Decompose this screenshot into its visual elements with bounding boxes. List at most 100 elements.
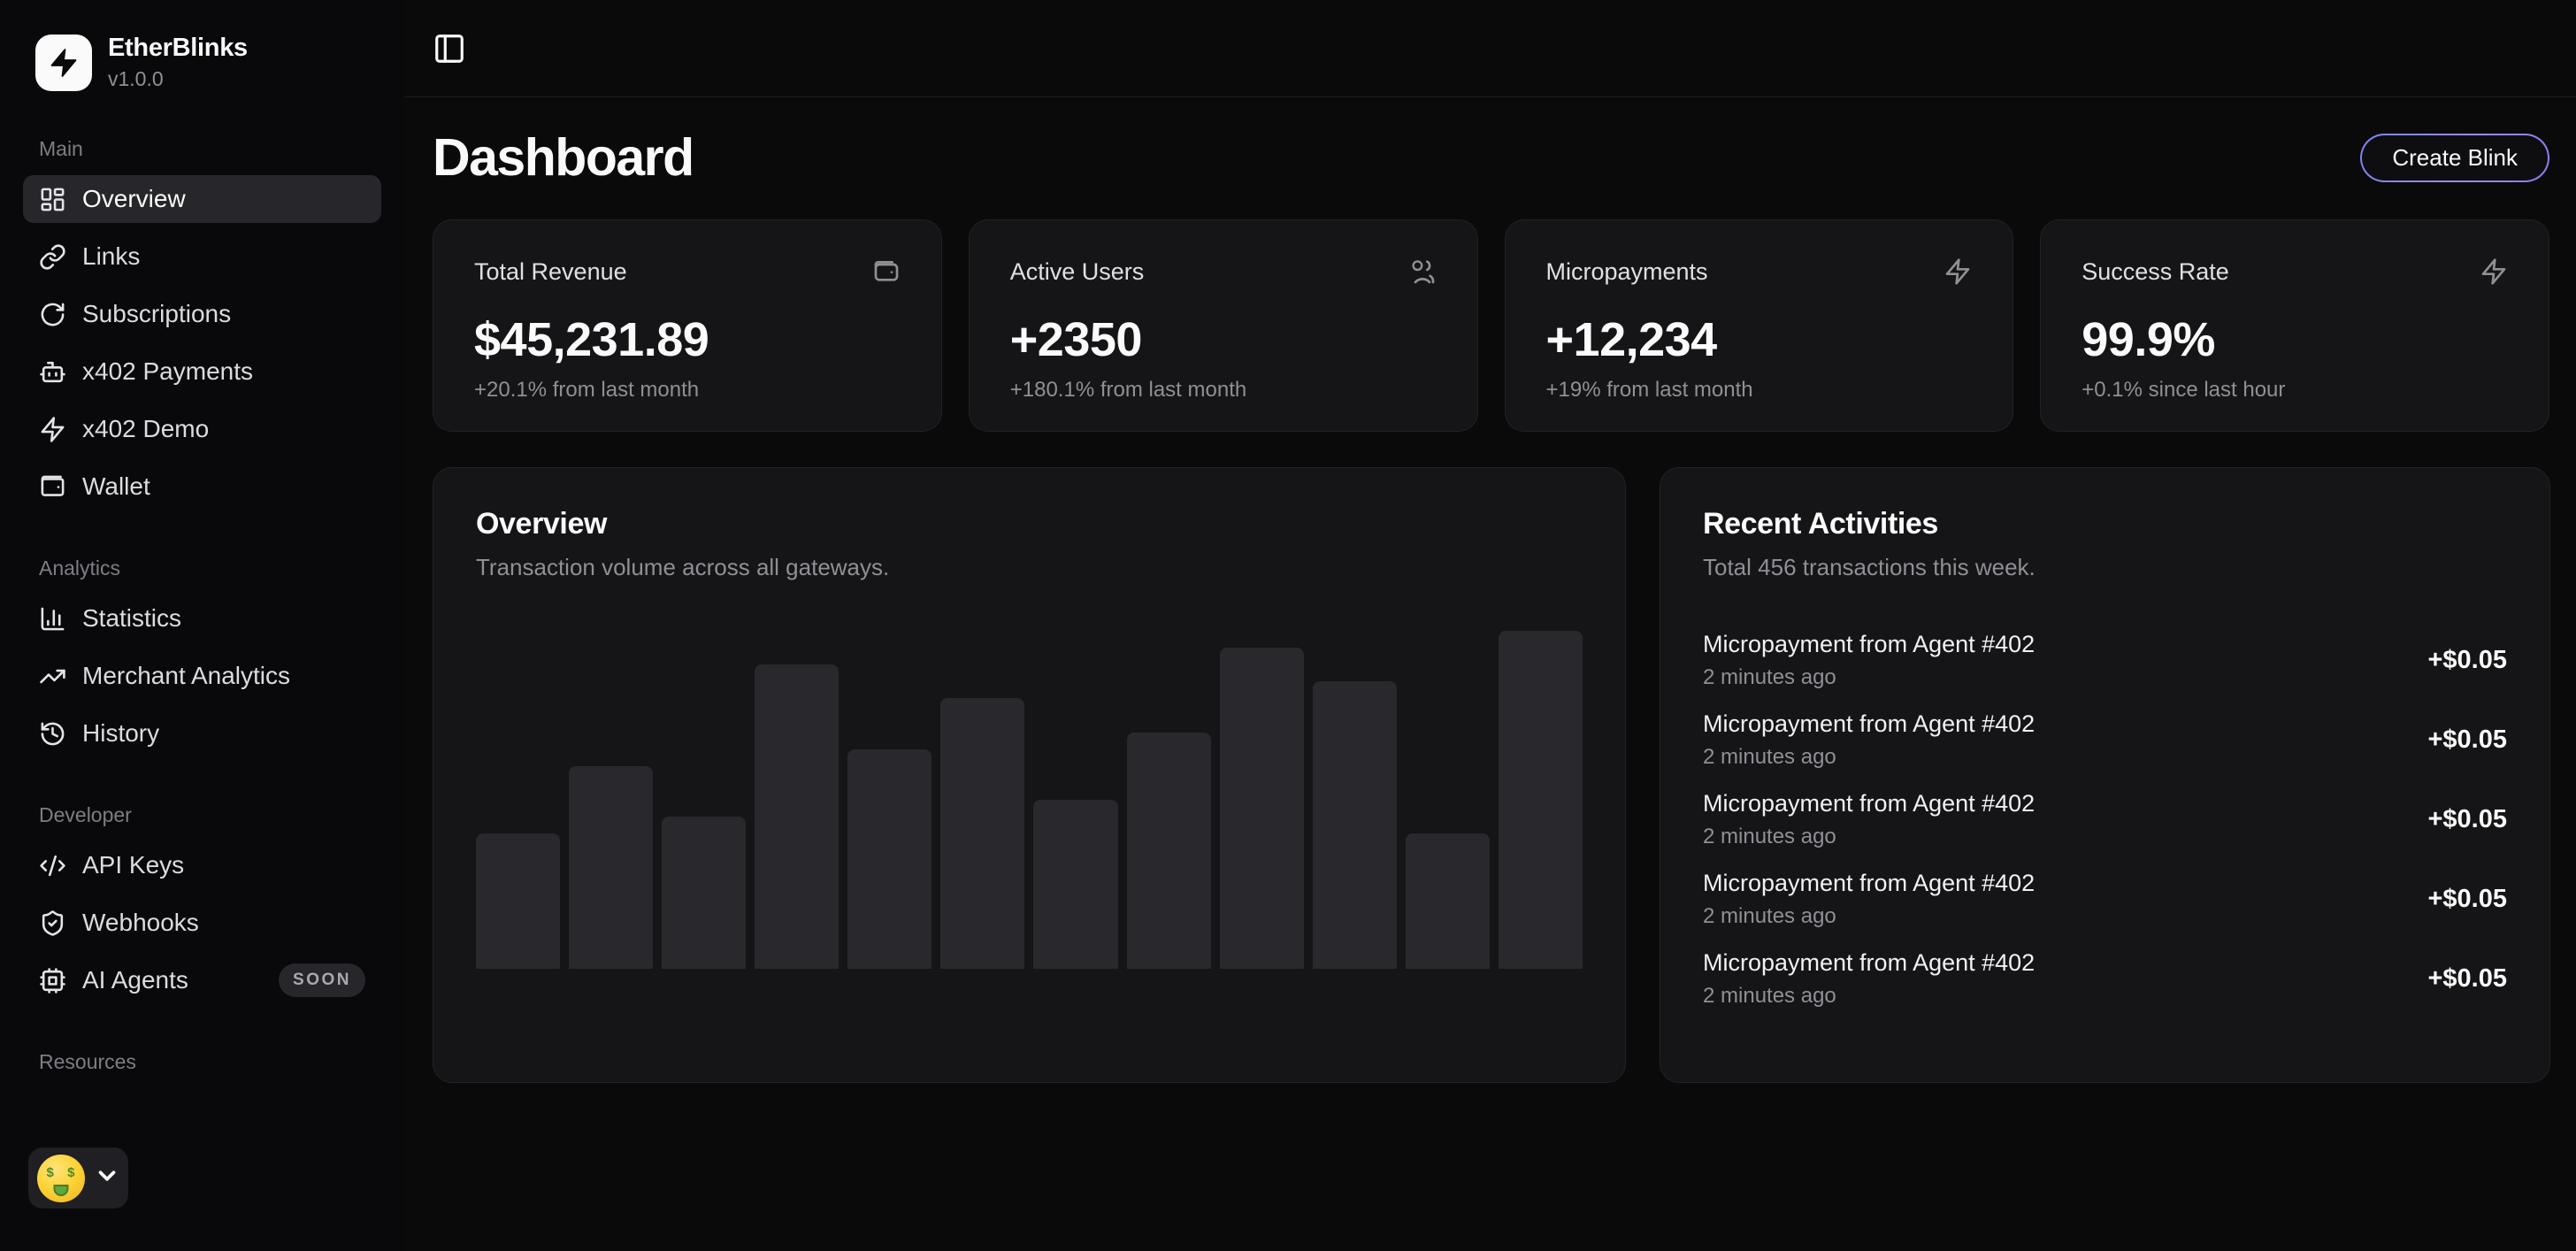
chart-bar bbox=[755, 664, 840, 969]
chart-bar bbox=[1219, 648, 1304, 969]
overview-card-subtitle: Transaction volume across all gateways. bbox=[476, 554, 890, 580]
activity-amount: +$0.05 bbox=[2427, 725, 2507, 754]
nav-list-analytics: Statistics Merchant Analytics History bbox=[23, 595, 381, 757]
stat-value: +12,234 bbox=[1545, 313, 1718, 366]
stat-change: +0.1% since last hour bbox=[2082, 378, 2286, 402]
activity-title: Micropayment from Agent #402 bbox=[1703, 710, 2036, 737]
sidebar-item-x402-demo[interactable]: x402 Demo bbox=[23, 405, 381, 453]
sidebar-item-api-keys[interactable]: API Keys bbox=[23, 841, 381, 889]
history-icon bbox=[41, 722, 65, 745]
money-mouth-face-avatar: $ $ bbox=[36, 1154, 85, 1202]
activity-time: 2 minutes ago bbox=[1703, 903, 1836, 928]
shield-check-icon bbox=[42, 909, 64, 936]
sidebar-item-x402-payments[interactable]: x402 Payments bbox=[23, 348, 381, 395]
activity-title: Micropayment from Agent #402 bbox=[1703, 630, 2036, 657]
sidebar-item-statistics[interactable]: Statistics bbox=[23, 595, 381, 642]
overview-chart-card: Overview Transaction volume across all g… bbox=[433, 467, 1626, 1083]
sidebar-nav: Main Overview Links Subscriptions x402 Payme… bbox=[23, 91, 381, 1088]
topbar bbox=[404, 0, 2576, 97]
stat-title: Total Revenue bbox=[474, 257, 627, 285]
sidebar-item-label: Links bbox=[82, 242, 141, 270]
sidebar-item-merchant-analytics[interactable]: Merchant Analytics bbox=[23, 652, 381, 700]
wallet-icon bbox=[41, 475, 65, 496]
sidebar-item-overview[interactable]: Overview bbox=[23, 175, 381, 223]
activity-row: Micropayment from Agent #402 2 minutes ag… bbox=[1703, 620, 2507, 700]
sidebar: EtherBlinks v1.0.0 Main Overview Links Subs… bbox=[0, 0, 404, 1251]
chart-bar bbox=[940, 698, 1025, 969]
stat-value: $45,231.89 bbox=[474, 313, 709, 366]
sidebar-item-subscriptions[interactable]: Subscriptions bbox=[23, 290, 381, 338]
nav-section-label-developer: Developer bbox=[39, 803, 132, 826]
create-blink-button[interactable]: Create Blink bbox=[2360, 133, 2549, 182]
sidebar-item-label: Merchant Analytics bbox=[82, 662, 290, 689]
lightning-bolt-icon bbox=[50, 48, 77, 77]
app-version: v1.0.0 bbox=[108, 67, 164, 90]
stat-card-total-revenue: Total Revenue $45,231.89 +20.1% from last … bbox=[433, 219, 942, 432]
activity-amount: +$0.05 bbox=[2427, 645, 2507, 674]
activity-row: Micropayment from Agent #402 2 minutes ag… bbox=[1703, 859, 2507, 939]
chart-bar bbox=[1033, 800, 1118, 969]
recent-activities-title: Recent Activities bbox=[1703, 507, 1938, 541]
sidebar-item-label: Overview bbox=[82, 185, 186, 212]
activity-title: Micropayment from Agent #402 bbox=[1703, 869, 2036, 896]
trending-up-icon bbox=[40, 669, 65, 683]
zap-icon bbox=[41, 416, 65, 442]
app-logo-row: EtherBlinks v1.0.0 bbox=[23, 0, 381, 91]
chevron-down-icon bbox=[94, 1163, 120, 1193]
stat-change: +20.1% from last month bbox=[474, 378, 700, 402]
stat-change: +19% from last month bbox=[1545, 378, 1753, 402]
recent-activities-subtitle: Total 456 transactions this week. bbox=[1703, 554, 2036, 580]
activity-list: Micropayment from Agent #402 2 minutes ag… bbox=[1703, 620, 2507, 1018]
stat-card-success-rate: Success Rate 99.9% +0.1% since last hour bbox=[2040, 219, 2549, 432]
activity-time: 2 minutes ago bbox=[1703, 664, 1836, 689]
wallet-minimal-icon bbox=[874, 261, 899, 281]
activity-time: 2 minutes ago bbox=[1703, 983, 1836, 1008]
sidebar-item-history[interactable]: History bbox=[23, 710, 381, 757]
sidebar-toggle-button[interactable] bbox=[433, 32, 466, 65]
stat-value: +2350 bbox=[1009, 313, 1143, 366]
sidebar-item-label: Wallet bbox=[82, 472, 150, 500]
sidebar-item-label: History bbox=[82, 719, 160, 747]
sidebar-item-ai-agents[interactable]: AI Agents SOON bbox=[23, 956, 381, 1004]
chart-bar bbox=[476, 833, 561, 969]
nav-section-label-main: Main bbox=[39, 137, 83, 160]
soon-badge: SOON bbox=[279, 963, 365, 997]
activity-amount: +$0.05 bbox=[2427, 884, 2507, 913]
chart-bar bbox=[1405, 833, 1490, 969]
activity-amount: +$0.05 bbox=[2427, 804, 2507, 833]
sidebar-item-label: Statistics bbox=[82, 604, 182, 632]
stat-change: +180.1% from last month bbox=[1009, 378, 1247, 402]
chart-bar bbox=[847, 749, 932, 969]
activity-row: Micropayment from Agent #402 2 minutes ag… bbox=[1703, 779, 2507, 859]
activity-title: Micropayment from Agent #402 bbox=[1703, 789, 2036, 817]
chart-bar bbox=[569, 766, 654, 969]
sidebar-item-label: Webhooks bbox=[82, 909, 199, 936]
stat-title: Active Users bbox=[1009, 257, 1145, 285]
nav-list-developer: API Keys Webhooks AI Agents SOON bbox=[23, 841, 381, 1004]
stat-card-micropayments: Micropayments +12,234 +19% from last month bbox=[1504, 219, 2014, 432]
recent-activities-card: Recent Activities Total 456 transactions… bbox=[1660, 467, 2550, 1083]
create-blink-button-label[interactable]: Create Blink bbox=[2362, 134, 2548, 180]
activity-title: Micropayment from Agent #402 bbox=[1703, 948, 2036, 976]
zap-icon bbox=[1945, 258, 1970, 285]
sidebar-item-webhooks[interactable]: Webhooks bbox=[23, 899, 381, 947]
sidebar-item-label: x402 Payments bbox=[82, 357, 253, 385]
stat-value: 99.9% bbox=[2082, 313, 2215, 366]
activity-amount: +$0.05 bbox=[2427, 963, 2507, 993]
users-icon bbox=[1411, 260, 1434, 284]
app-name: EtherBlinks bbox=[108, 34, 248, 62]
activity-time: 2 minutes ago bbox=[1703, 744, 1836, 769]
activity-row: Micropayment from Agent #402 2 minutes ag… bbox=[1703, 939, 2507, 1018]
sidebar-item-wallet[interactable]: Wallet bbox=[23, 463, 381, 510]
bot-icon bbox=[40, 361, 65, 382]
cpu-icon bbox=[40, 967, 65, 994]
panel-left-icon bbox=[435, 34, 464, 63]
bar-chart-icon bbox=[41, 607, 65, 630]
chart-bar bbox=[1312, 681, 1397, 969]
stat-title: Micropayments bbox=[1545, 257, 1708, 285]
user-menu-button[interactable]: $ $ bbox=[28, 1147, 128, 1209]
link-icon bbox=[40, 243, 65, 270]
nav-section-label-resources: Resources bbox=[39, 1050, 136, 1073]
sidebar-item-links[interactable]: Links bbox=[23, 233, 381, 280]
nav-list-main: Overview Links Subscriptions x402 Payments x… bbox=[23, 175, 381, 510]
